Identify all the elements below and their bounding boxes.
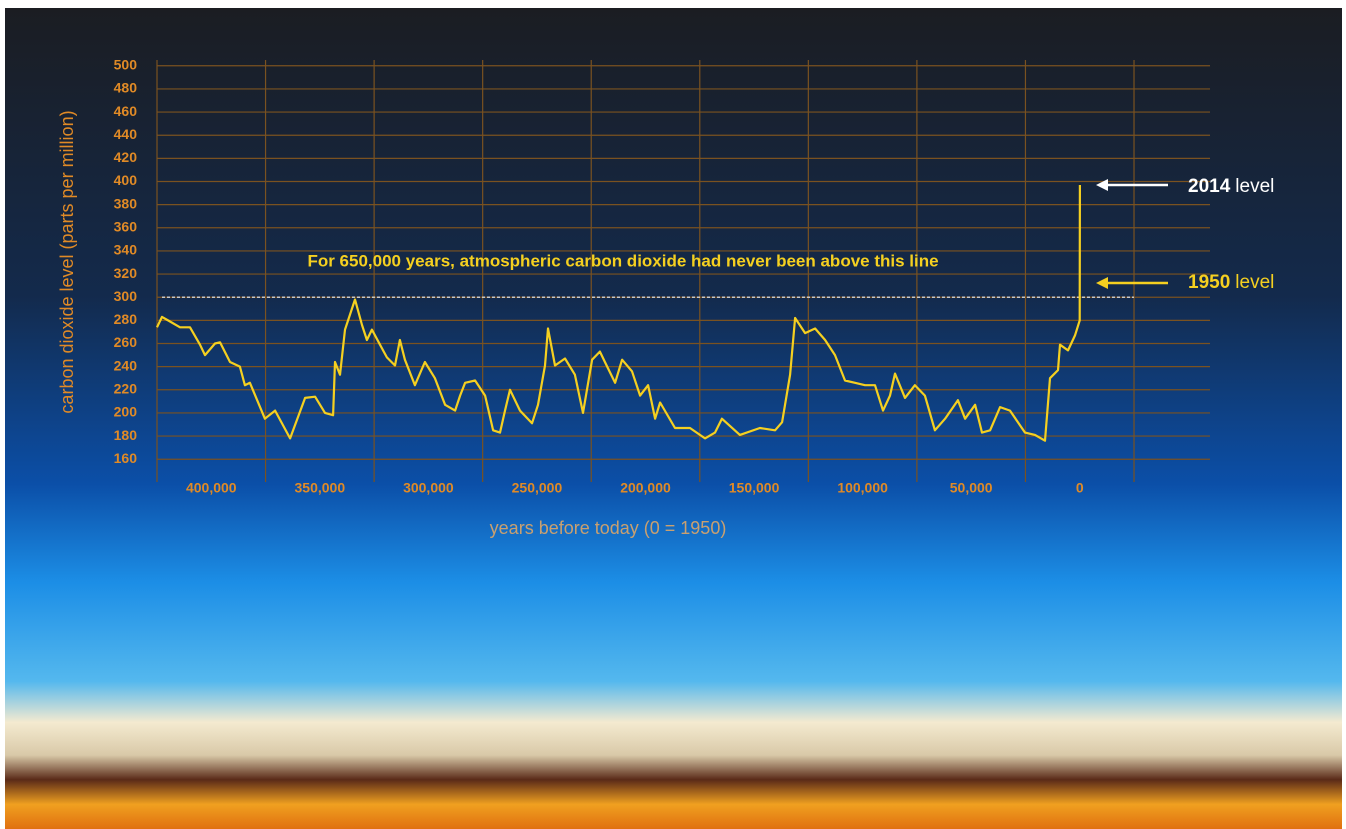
y-tick-label: 280 (114, 311, 138, 327)
x-axis-label: years before today (0 = 1950) (490, 518, 727, 538)
y-tick-label: 440 (114, 126, 138, 142)
background (5, 8, 1342, 829)
data-line (156, 184, 1081, 442)
y-tick-label: 320 (114, 265, 138, 281)
level-text: level (1235, 272, 1274, 293)
y-tick-label: 400 (114, 172, 138, 188)
y-tick-label: 340 (114, 242, 138, 258)
y-tick-label: 420 (114, 149, 138, 165)
level-label: 1950 level (1188, 272, 1274, 293)
x-tick-label: 300,000 (403, 480, 454, 496)
x-tick-label: 350,000 (295, 480, 346, 496)
level-text: level (1235, 176, 1274, 197)
level-year: 1950 (1188, 272, 1230, 293)
y-tick-label: 480 (114, 80, 138, 96)
y-tick-label: 220 (114, 380, 138, 396)
arrow-head (1096, 179, 1108, 191)
x-tick-label: 0 (1076, 480, 1084, 496)
y-tick-label: 500 (114, 56, 138, 72)
y-tick-label: 380 (114, 195, 138, 211)
y-tick-label: 240 (114, 357, 138, 373)
y-tick-label: 180 (114, 427, 138, 443)
x-tick-label: 100,000 (837, 480, 888, 496)
y-tick-label: 360 (114, 218, 138, 234)
level-year: 2014 (1188, 176, 1231, 197)
y-tick-label: 160 (114, 450, 138, 466)
x-tick-label: 200,000 (620, 480, 671, 496)
x-tick-label: 50,000 (950, 480, 993, 496)
y-tick-label: 460 (114, 103, 138, 119)
x-tick-label: 250,000 (512, 480, 563, 496)
level-label: 2014 level (1188, 176, 1274, 197)
x-tick-label: 150,000 (729, 480, 780, 496)
x-tick-label: 400,000 (186, 480, 237, 496)
annotation: For 650,000 years, atmospheric carbon di… (307, 251, 938, 270)
y-tick-label: 300 (114, 288, 138, 304)
y-axis-label: carbon dioxide level (parts per million) (57, 110, 77, 413)
y-tick-label: 260 (114, 334, 138, 350)
arrow-head (1096, 277, 1108, 289)
y-tick-label: 200 (114, 404, 138, 420)
